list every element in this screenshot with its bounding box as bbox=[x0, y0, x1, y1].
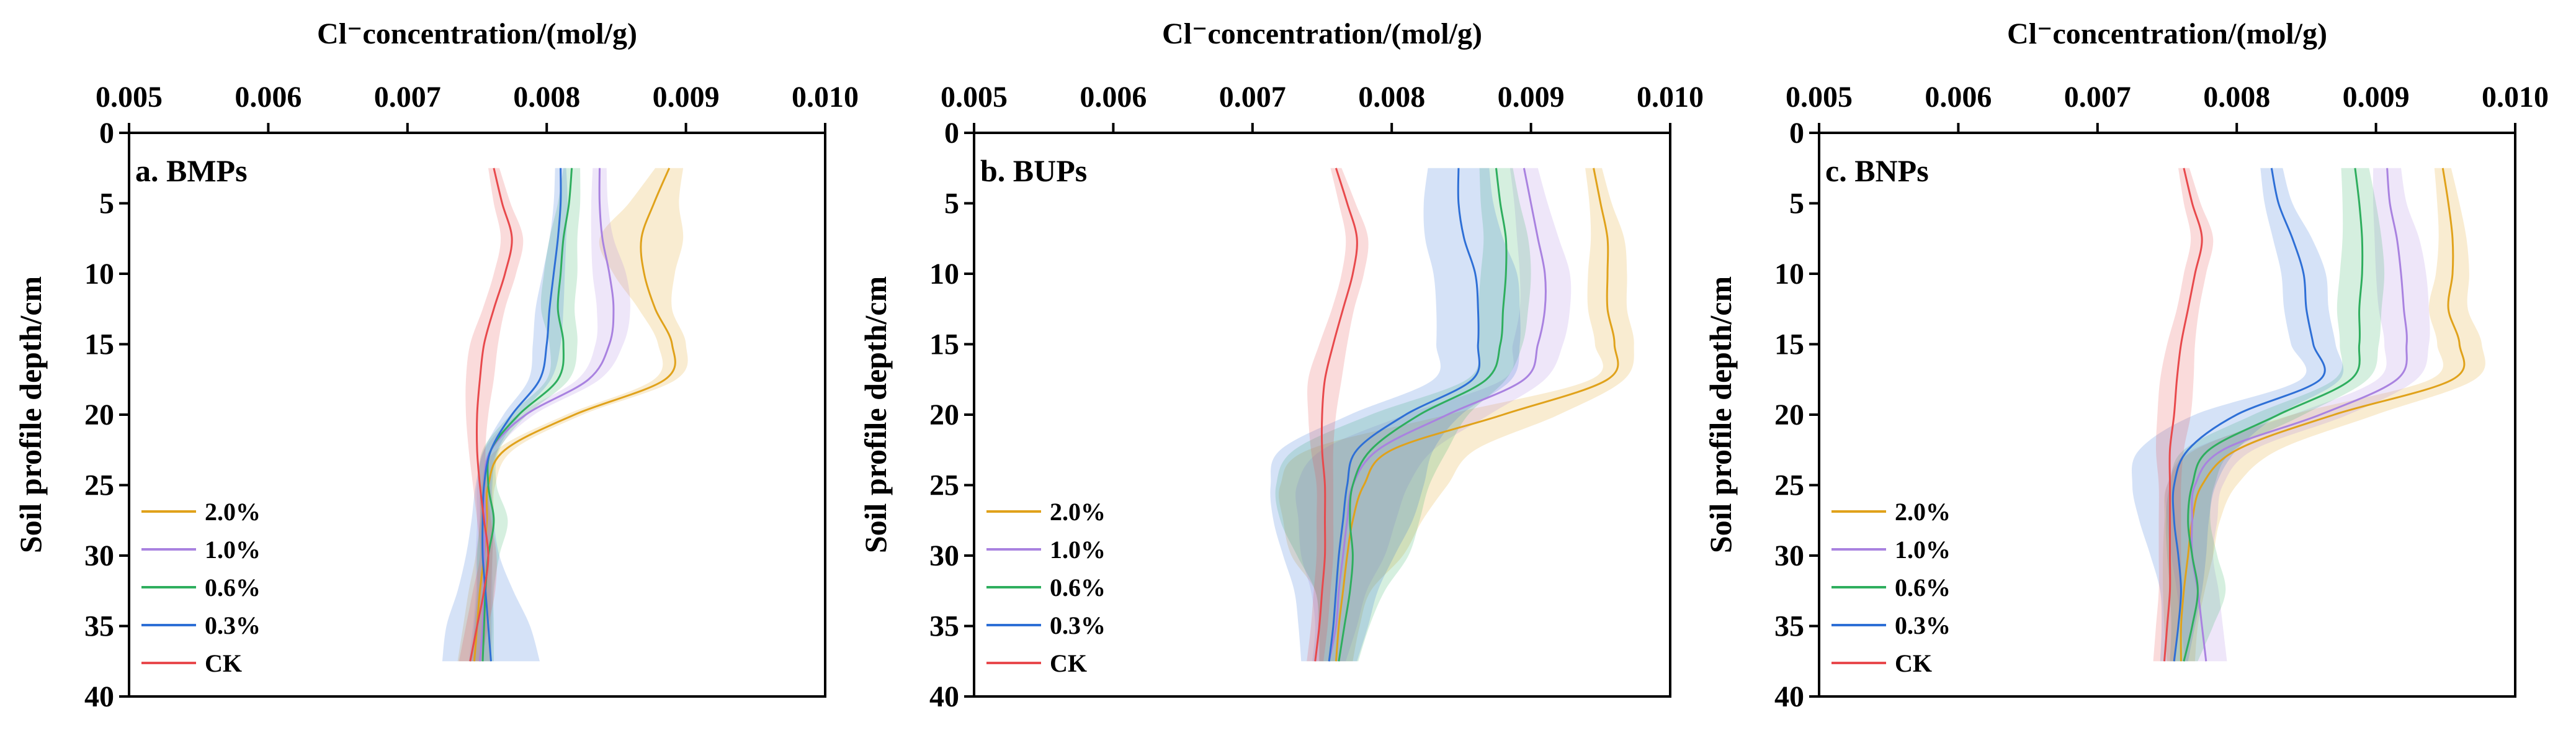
x-tick-label: 0.010 bbox=[2482, 81, 2549, 114]
legend-label-CK: CK bbox=[205, 649, 242, 677]
confidence-band-0.3% bbox=[442, 168, 568, 662]
legend-label-1.0%: 1.0% bbox=[1050, 536, 1106, 564]
axis-title: Cl⁻concentration/(mol/g) bbox=[1162, 17, 1482, 50]
y-tick-label: 15 bbox=[84, 328, 114, 361]
x-tick-label: 0.008 bbox=[2203, 81, 2270, 114]
legend-label-2.0%: 2.0% bbox=[1895, 498, 1951, 526]
legend-label-1.0%: 1.0% bbox=[1895, 536, 1951, 564]
y-tick-label: 5 bbox=[1789, 187, 1804, 220]
legend-label-2.0%: 2.0% bbox=[205, 498, 261, 526]
legend-label-CK: CK bbox=[1050, 649, 1087, 677]
series-line-0.3% bbox=[2171, 168, 2326, 662]
y-tick-label: 40 bbox=[929, 680, 959, 713]
legend-label-CK: CK bbox=[1895, 649, 1932, 677]
y-tick-label: 40 bbox=[1774, 680, 1804, 713]
x-tick-label: 0.006 bbox=[1080, 81, 1147, 114]
x-tick-label: 0.009 bbox=[653, 81, 720, 114]
legend-label-0.6%: 0.6% bbox=[1895, 574, 1951, 602]
panel-2: 0.005 0.006 0.007 0.008 0.009 0.010 0 5 10 15 20 25… bbox=[858, 17, 1704, 713]
y-tick-label: 20 bbox=[1774, 399, 1804, 431]
series-line-0.3% bbox=[1328, 168, 1481, 662]
series-line-CK bbox=[2163, 168, 2203, 662]
confidence-band-CK bbox=[1307, 168, 1369, 662]
y-tick-label: 35 bbox=[1774, 610, 1804, 643]
y-tick-label: 10 bbox=[929, 258, 959, 291]
series-line-1.0% bbox=[1328, 168, 1547, 662]
confidence-band-2.0% bbox=[2163, 168, 2485, 662]
y-tick-label: 40 bbox=[84, 680, 114, 713]
confidence-band-1.0% bbox=[2165, 168, 2430, 662]
panel-label: b. BUPs bbox=[980, 153, 1087, 188]
legend-label-0.6%: 0.6% bbox=[205, 574, 261, 602]
x-tick-label: 0.005 bbox=[1786, 81, 1853, 114]
y-tick-label: 10 bbox=[1774, 258, 1804, 291]
y-tick-label: 25 bbox=[1774, 469, 1804, 502]
confidence-band-0.6% bbox=[1275, 168, 1531, 662]
legend-label-1.0%: 1.0% bbox=[205, 536, 261, 564]
x-tick-label: 0.008 bbox=[1358, 81, 1425, 114]
panel-label: c. BNPs bbox=[1825, 153, 1929, 188]
y-tick-label: 5 bbox=[99, 187, 114, 220]
y-tick-label: 15 bbox=[1774, 328, 1804, 361]
y-tick-label: 30 bbox=[84, 539, 114, 572]
panel-3: 0.005 0.006 0.007 0.008 0.009 0.010 0 5 10 15 20 25… bbox=[1703, 17, 2549, 713]
panel-1: 0.005 0.006 0.007 0.008 0.009 0.010 0 5 10 15 20 25… bbox=[13, 17, 859, 713]
x-tick-label: 0.005 bbox=[941, 81, 1008, 114]
y-tick-label: 30 bbox=[1774, 539, 1804, 572]
x-tick-label: 0.007 bbox=[1219, 81, 1286, 114]
x-tick-label: 0.009 bbox=[2343, 81, 2410, 114]
legend-label-0.6%: 0.6% bbox=[1050, 574, 1106, 602]
x-tick-label: 0.006 bbox=[1925, 81, 1992, 114]
confidence-band-2.0% bbox=[1279, 168, 1634, 662]
confidence-band-0.6% bbox=[2165, 168, 2385, 662]
confidence-band-0.3% bbox=[1270, 168, 1521, 662]
x-tick-label: 0.009 bbox=[1498, 81, 1565, 114]
legend-label-0.3%: 0.3% bbox=[1895, 611, 1951, 639]
series-line-2.0% bbox=[473, 168, 676, 662]
x-tick-label: 0.010 bbox=[792, 81, 859, 114]
y-axis-label: Soil profile depth/cm bbox=[858, 276, 893, 553]
y-tick-label: 20 bbox=[84, 399, 114, 431]
confidence-band-CK bbox=[458, 168, 524, 662]
axis-title: Cl⁻concentration/(mol/g) bbox=[2007, 17, 2327, 50]
axis-title: Cl⁻concentration/(mol/g) bbox=[317, 17, 637, 50]
y-tick-label: 35 bbox=[84, 610, 114, 643]
y-tick-label: 25 bbox=[84, 469, 114, 502]
y-tick-label: 15 bbox=[929, 328, 959, 361]
confidence-band-1.0% bbox=[1295, 168, 1572, 662]
legend-label-0.3%: 0.3% bbox=[205, 611, 261, 639]
y-tick-label: 35 bbox=[929, 610, 959, 643]
y-tick-label: 25 bbox=[929, 469, 959, 502]
series-line-CK bbox=[1314, 168, 1358, 662]
x-tick-label: 0.010 bbox=[1637, 81, 1704, 114]
confidence-band-CK bbox=[2153, 168, 2214, 662]
panel-label: a. BMPs bbox=[135, 153, 248, 188]
x-tick-label: 0.005 bbox=[96, 81, 163, 114]
y-tick-label: 0 bbox=[99, 117, 114, 150]
x-tick-label: 0.007 bbox=[374, 81, 441, 114]
series-line-0.6% bbox=[2183, 168, 2364, 662]
series-line-CK bbox=[469, 168, 513, 662]
y-tick-label: 0 bbox=[944, 117, 959, 150]
y-tick-label: 30 bbox=[929, 539, 959, 572]
y-axis-label: Soil profile depth/cm bbox=[1703, 276, 1738, 553]
x-tick-label: 0.007 bbox=[2064, 81, 2131, 114]
y-tick-label: 0 bbox=[1789, 117, 1804, 150]
series-line-2.0% bbox=[1335, 168, 1619, 662]
series-line-0.3% bbox=[481, 168, 562, 662]
y-tick-label: 20 bbox=[929, 399, 959, 431]
series-line-2.0% bbox=[2180, 168, 2466, 662]
x-tick-label: 0.008 bbox=[513, 81, 580, 114]
y-tick-label: 5 bbox=[944, 187, 959, 220]
legend-label-0.3%: 0.3% bbox=[1050, 611, 1106, 639]
series-line-0.6% bbox=[1338, 168, 1508, 662]
x-tick-label: 0.006 bbox=[235, 81, 302, 114]
legend-label-2.0%: 2.0% bbox=[1050, 498, 1106, 526]
y-axis-label: Soil profile depth/cm bbox=[13, 276, 48, 553]
y-tick-label: 10 bbox=[84, 258, 114, 291]
